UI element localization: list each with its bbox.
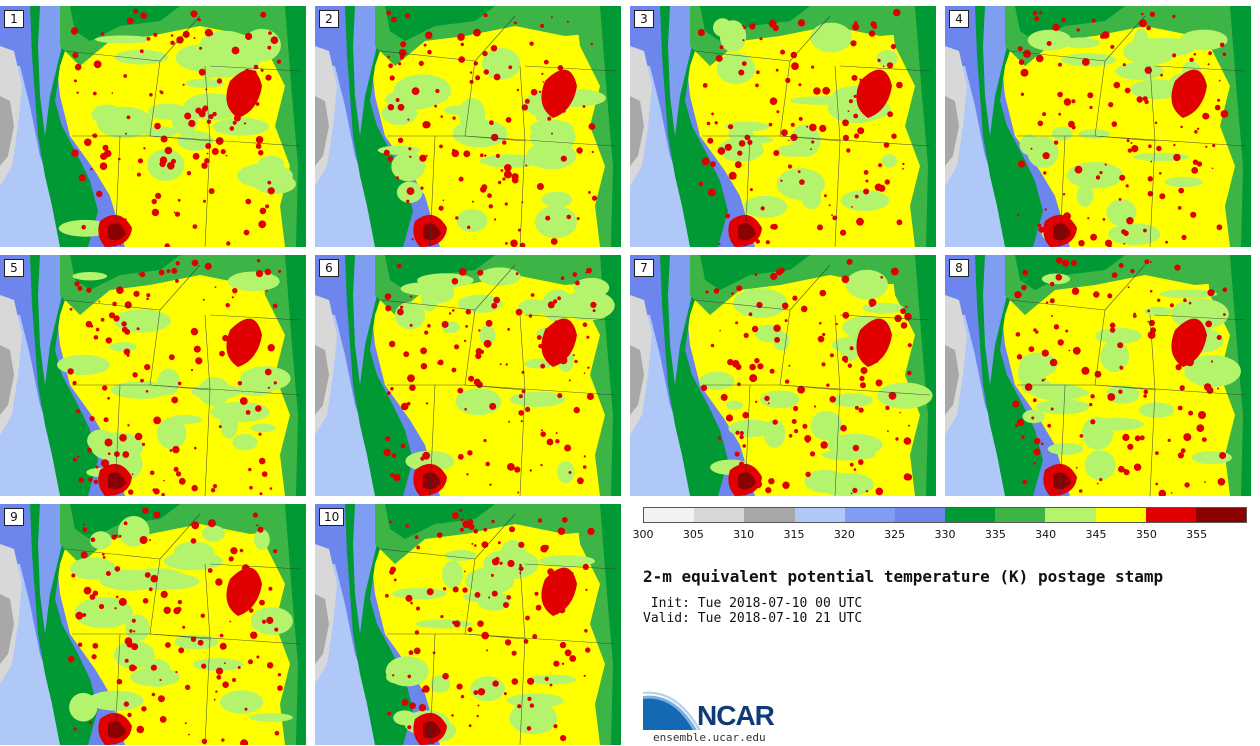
member-label: 2 [319,10,339,28]
colorbar-tick-label: 340 [1035,528,1057,541]
valid-time: Valid: Tue 2018-07-10 21 UTC [643,611,863,626]
colorbar-segment [945,508,996,522]
colorbar-segment [1095,508,1146,522]
postage-stamp-panel: 6 [315,255,621,496]
colorbar-tick-label: 345 [1085,528,1107,541]
init-time: Init: Tue 2018-07-10 00 UTC [643,596,863,611]
colorbar-tick-label: 335 [984,528,1006,541]
colorbar-segment [894,508,946,522]
map-plot [315,255,621,496]
member-label: 5 [4,259,24,277]
colorbar-tick-label: 315 [783,528,805,541]
map-plot [0,255,306,496]
colorbar-segment [844,508,895,522]
colorbar-tick-label: 305 [682,528,704,541]
map-plot [630,255,936,496]
member-label: 8 [949,259,969,277]
map-plot [315,504,621,745]
colorbar-segment [744,508,795,522]
member-label: 7 [634,259,654,277]
site-url: ensemble.ucar.edu [653,731,766,744]
colorbar-tick-label: 325 [884,528,906,541]
colorbar-segment [1045,508,1096,522]
figure-title: 2-m equivalent potential temperature (K)… [643,567,1164,586]
colorbar-segment [644,508,695,522]
postage-stamp-panel: 2 [315,6,621,247]
postage-stamp-panel: 4 [945,6,1251,247]
map-plot [945,255,1251,496]
colorbar-tick-label: 330 [934,528,956,541]
member-label: 3 [634,10,654,28]
member-label: 10 [319,508,345,526]
postage-stamp-panel: 9 [0,504,306,745]
postage-stamp-panel: 3 [630,6,936,247]
ncar-logo-text: NCAR [697,700,775,731]
map-plot [630,6,936,247]
member-label: 9 [4,508,24,526]
colorbar-segment [995,508,1046,522]
colorbar-segment [694,508,745,522]
map-plot [315,6,621,247]
colorbar-segment [794,508,845,522]
map-plot [945,6,1251,247]
map-plot [0,504,306,745]
ncar-logo-icon [643,691,701,730]
colorbar-tick-label: 350 [1135,528,1157,541]
colorbar-segment [1145,508,1196,522]
postage-stamp-panel: 8 [945,255,1251,496]
colorbar-tick-label: 355 [1186,528,1208,541]
postage-stamp-panel: 1 [0,6,306,247]
colorbar-tick-label: 310 [733,528,755,541]
member-label: 4 [949,10,969,28]
colorbar-tick-label: 320 [833,528,855,541]
colorbar [643,507,1247,523]
member-label: 1 [4,10,24,28]
postage-stamp-panel: 7 [630,255,936,496]
colorbar-tick-label: 300 [632,528,654,541]
colorbar-segment [1195,508,1247,522]
member-label: 6 [319,259,339,277]
postage-stamp-panel: 5 [0,255,306,496]
postage-stamp-panel: 10 [315,504,621,745]
map-plot [0,6,306,247]
